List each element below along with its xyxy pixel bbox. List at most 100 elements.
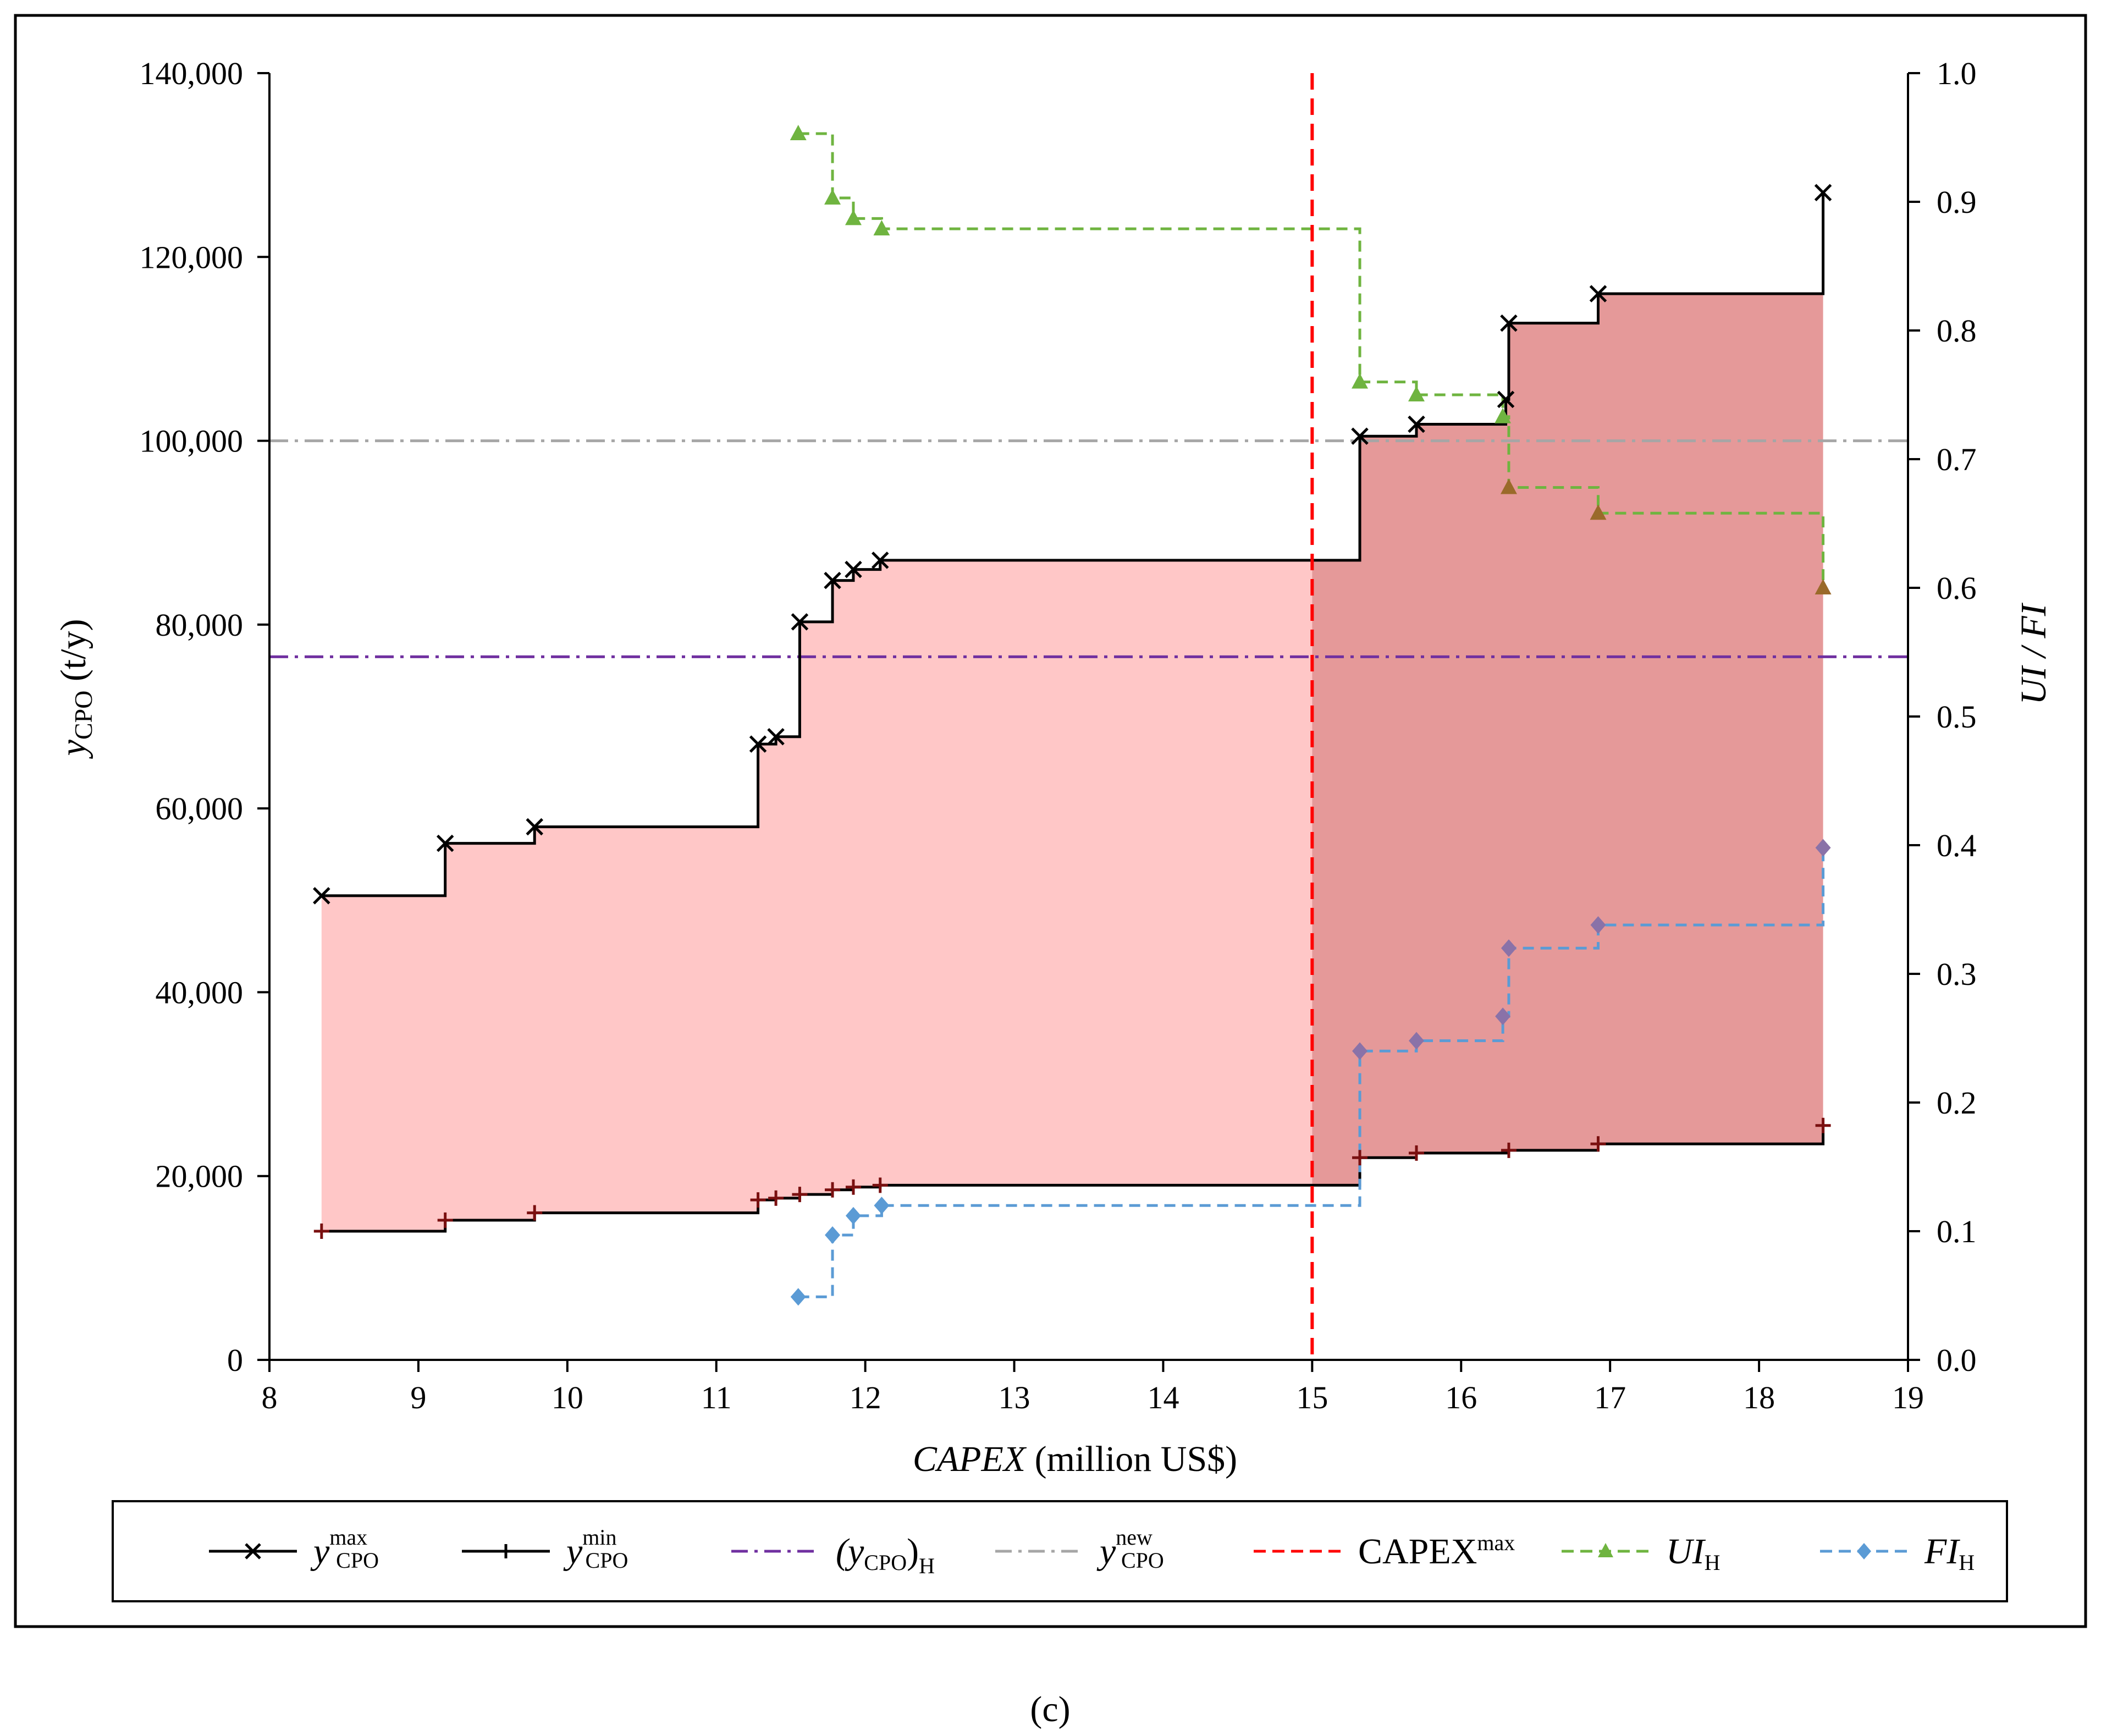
ui-point <box>1408 386 1425 401</box>
y2-tick-label: 0.6 <box>1937 570 1977 606</box>
x-tick-label: 18 <box>1743 1380 1775 1415</box>
ymax-point <box>1408 415 1425 433</box>
y2-tick-label: 0.2 <box>1937 1085 1977 1121</box>
ymin-point <box>825 1182 841 1198</box>
legend-label: ynew CPO <box>1096 1525 1164 1573</box>
legend-label: ymin CPO <box>563 1525 628 1573</box>
x-tick-label: 9 <box>410 1380 426 1415</box>
ymin-point <box>313 1224 329 1239</box>
y-tick-label: 80,000 <box>156 607 244 643</box>
y2-tick-label: 0.8 <box>1937 313 1977 349</box>
figure-frame <box>14 14 2087 1628</box>
x-tick-label: 16 <box>1445 1380 1477 1415</box>
y-tick-label: 100,000 <box>140 423 244 459</box>
ymin-point <box>437 1212 453 1228</box>
y2-tick-label: 0.9 <box>1937 184 1977 220</box>
axes: 8 9 10 11 12 13 14 15 16 17 18 19 0 20,000 40,000 60,00… <box>140 56 1977 1415</box>
ui-point <box>1590 504 1607 520</box>
ymin-point <box>1501 1142 1517 1158</box>
y2-tick-label: 1.0 <box>1937 56 1977 91</box>
y2-tick-label: 0.3 <box>1937 956 1977 992</box>
legend-marker <box>1598 1543 1613 1557</box>
legend-item-ui: UIH <box>1562 1531 1720 1575</box>
ymax-point <box>791 613 809 631</box>
ymax-point <box>767 728 785 746</box>
fi-point <box>1815 839 1831 857</box>
feasible-region-fill <box>321 560 1313 1231</box>
plot-area <box>269 73 1908 1360</box>
y-tick-label: 0 <box>227 1342 243 1378</box>
ui-point <box>824 189 841 205</box>
ymax-point <box>845 560 862 578</box>
ui-point <box>1495 407 1512 423</box>
ymax-point <box>1589 285 1607 302</box>
ui-point <box>873 220 890 236</box>
x-tick-label: 15 <box>1296 1380 1328 1415</box>
x-tick-label: 12 <box>850 1380 881 1415</box>
ymin-point <box>1409 1145 1424 1161</box>
y2-tick-label: 0.4 <box>1937 828 1977 863</box>
y2-tick-label: 0.7 <box>1937 442 1977 477</box>
ymax-point <box>526 818 543 836</box>
x-axis-title: CAPEX (million US$) <box>913 1439 1237 1479</box>
legend-label: ymax CPO <box>310 1525 379 1573</box>
ui-point <box>1352 373 1369 389</box>
ymin-point <box>792 1187 808 1203</box>
legend-label: (yCPO)H <box>836 1531 935 1578</box>
ui-point <box>1815 579 1832 594</box>
legend-item-ynew: ynew CPO <box>995 1525 1164 1573</box>
legend-marker <box>1857 1543 1871 1559</box>
ymax-point <box>313 887 330 905</box>
legend-item-capex: CAPEXmax <box>1254 1530 1515 1572</box>
y-tick-label: 120,000 <box>140 239 244 275</box>
fi-point <box>1501 939 1517 957</box>
fi-point <box>790 1288 806 1306</box>
y-axis-title: yCPO (t/y) <box>53 619 97 759</box>
ymax-point <box>824 571 841 589</box>
legend-label: UIH <box>1666 1531 1720 1575</box>
y2-tick-label: 0.1 <box>1937 1214 1977 1249</box>
legend-label: FIH <box>1924 1531 1975 1575</box>
fi-step-line <box>798 847 1825 1298</box>
legend-box <box>112 1500 2008 1602</box>
ymin-point <box>768 1190 784 1206</box>
legend-marker <box>245 1543 261 1559</box>
ui-point <box>845 210 862 225</box>
y-tick-label: 40,000 <box>156 974 244 1010</box>
y2-tick-label: 0.5 <box>1937 699 1977 735</box>
fi-point <box>1495 1007 1511 1026</box>
ymin-point <box>872 1177 888 1193</box>
ymax-point <box>1500 314 1518 332</box>
legend-item-ymin: ymin CPO <box>462 1525 628 1573</box>
x-tick-label: 8 <box>262 1380 278 1415</box>
ymax-point <box>1351 427 1369 445</box>
fi-point <box>1590 916 1606 934</box>
ymin-point <box>1815 1117 1831 1133</box>
ymin-point <box>527 1205 543 1221</box>
x-tick-label: 19 <box>1892 1380 1924 1415</box>
ymin-point <box>1590 1136 1606 1152</box>
legend: ymax CPO ymin CPO (yCPO)H ynew CPO CAPEXmax UIH F… <box>209 1525 1975 1578</box>
x-tick-label: 17 <box>1594 1380 1626 1415</box>
y-tick-label: 140,000 <box>140 56 244 91</box>
ui-step-line <box>798 132 1825 588</box>
infeasible-region-fill <box>1312 294 1823 1186</box>
legend-label: CAPEXmax <box>1358 1530 1515 1572</box>
legend-item-fi: FIH <box>1820 1531 1975 1575</box>
y2-tick-label: 0.0 <box>1937 1342 1977 1378</box>
ymax-point <box>1814 184 1832 202</box>
fi-point <box>845 1206 861 1225</box>
fi-point <box>1409 1032 1424 1050</box>
ui-point <box>1500 478 1517 494</box>
ymin-point <box>750 1192 766 1208</box>
ymax-point <box>749 735 767 753</box>
fi-point <box>1352 1042 1368 1060</box>
y2-axis-title: UI / FI <box>2014 602 2054 704</box>
ymax-point <box>436 834 454 852</box>
x-tick-label: 10 <box>552 1380 583 1415</box>
x-tick-label: 13 <box>999 1380 1030 1415</box>
legend-item-ymax: ymax CPO <box>209 1525 379 1573</box>
x-tick-label: 11 <box>701 1380 732 1415</box>
ymax-point <box>871 552 889 569</box>
